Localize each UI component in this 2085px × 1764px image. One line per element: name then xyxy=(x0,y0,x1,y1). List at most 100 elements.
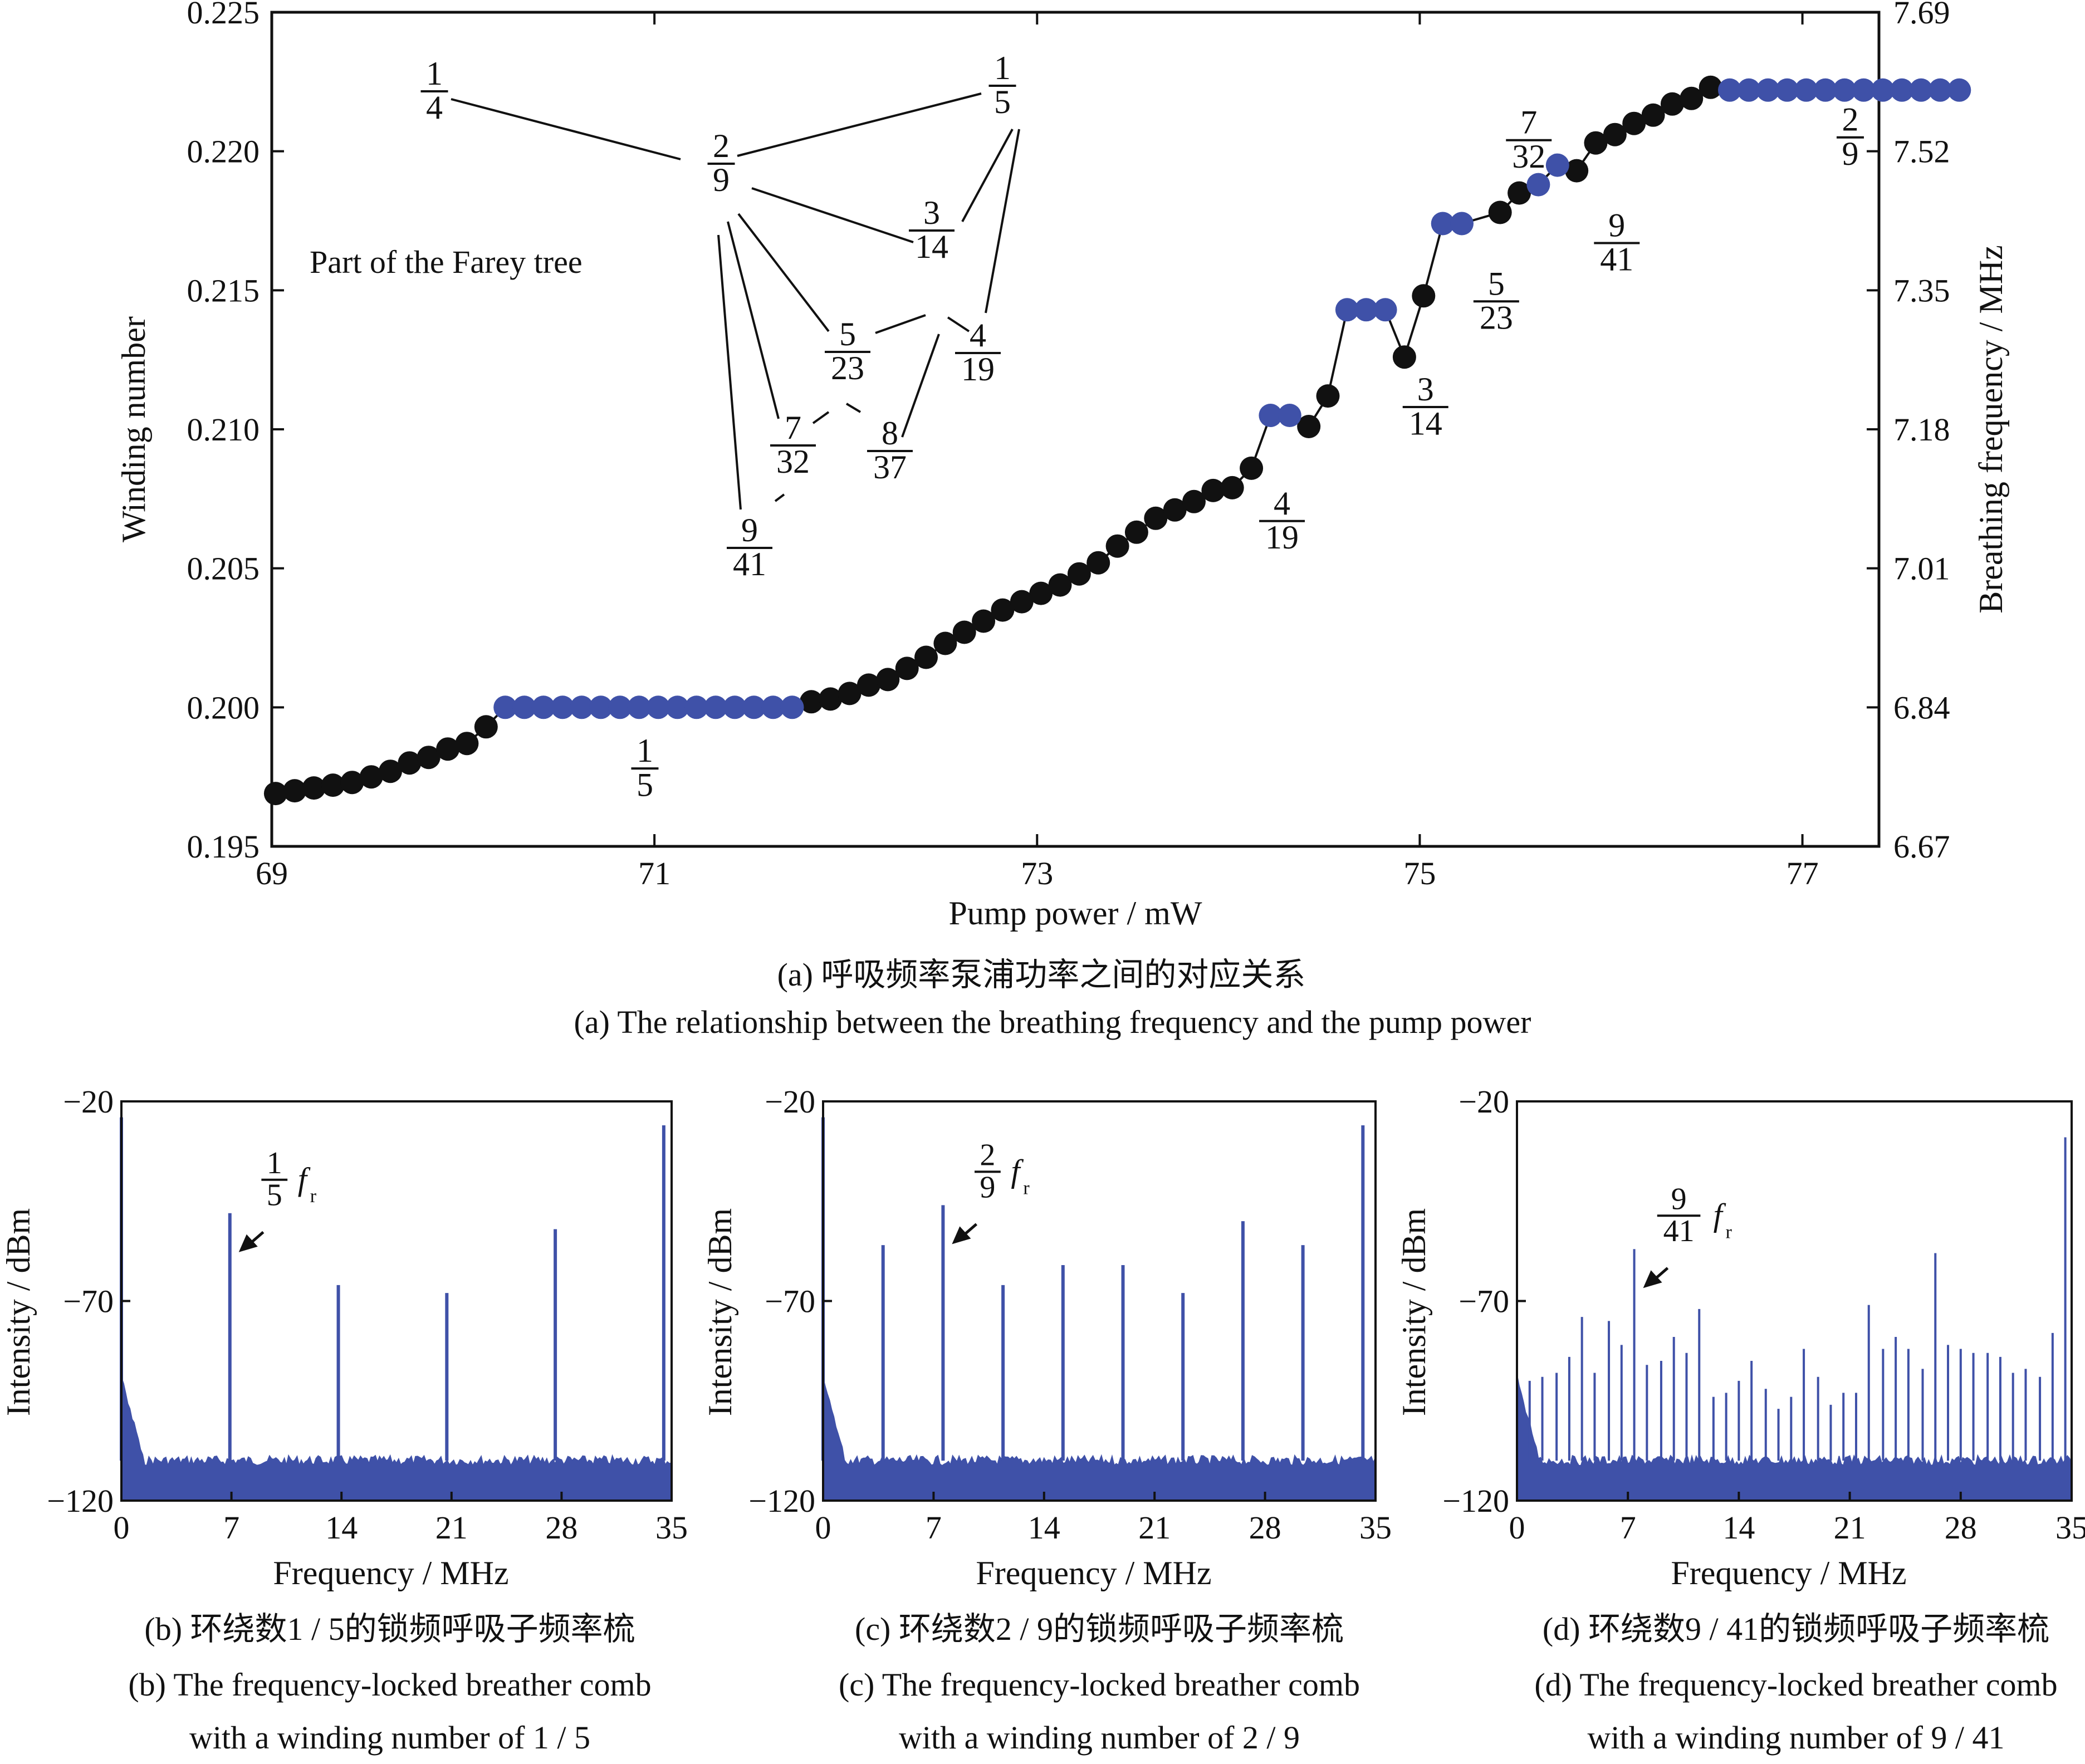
peak-arrowhead-b xyxy=(238,1234,258,1252)
data-point-s0-22 xyxy=(991,598,1015,622)
data-point-s1-15 xyxy=(780,695,804,719)
data-point-s1-17 xyxy=(1278,404,1301,427)
data-point-s0-13 xyxy=(819,687,843,711)
data-point-s0-46 xyxy=(1641,103,1665,127)
data-point-s1-12 xyxy=(723,695,747,719)
plateau-label-7-32-numerator: 7 xyxy=(1520,104,1537,141)
panel-b: 0 7 14 21 28 35 −20 −70 −120 Frequency / MHz Inten… xyxy=(0,1084,688,1756)
x-tick-label-d: 21 xyxy=(1834,1510,1866,1546)
x-tick-label-b: 35 xyxy=(655,1510,688,1546)
y2-axis-label-a: Breathing frequency / MHz xyxy=(1973,245,2009,613)
x-tick-label-d: 35 xyxy=(2055,1510,2085,1546)
y-tick-label-d: −70 xyxy=(1458,1283,1509,1320)
caption-d-en1: (d) The frequency-locked breather comb xyxy=(1534,1667,2057,1703)
y-axis-label-a: Winding number xyxy=(115,316,152,542)
farey-node-1-4-denominator: 4 xyxy=(426,89,443,126)
x-tick-label-c: 35 xyxy=(1359,1510,1392,1546)
plateau-label-3-14-numerator: 3 xyxy=(1417,371,1434,408)
data-point-s0-31 xyxy=(1163,498,1187,522)
caption-b-en1: (b) The frequency-locked breather comb xyxy=(128,1667,651,1703)
peak-sub-c: r xyxy=(1023,1178,1030,1198)
noise-floor-d xyxy=(1516,1375,2072,1501)
data-point-s0-12 xyxy=(799,690,823,714)
data-point-s1-25 xyxy=(1718,78,1741,102)
farey-node-2-9-numerator: 2 xyxy=(713,128,730,164)
peak-sub-b: r xyxy=(310,1186,317,1207)
data-point-s0-43 xyxy=(1584,131,1608,155)
y-axis-label-c: Intensity / dBm xyxy=(702,1208,738,1416)
plateau-label-2-9-numerator: 2 xyxy=(1842,101,1858,138)
y-tick-label-a: 0.225 xyxy=(187,0,260,31)
y2-tick-label-a: 7.52 xyxy=(1893,134,1950,170)
data-point-s1-5 xyxy=(589,695,613,719)
data-point-s0-14 xyxy=(838,682,862,705)
data-point-s0-40 xyxy=(1488,200,1512,224)
data-point-s0-18 xyxy=(914,645,938,669)
x-tick-label-d: 14 xyxy=(1722,1510,1755,1546)
peak-fraction-b: 15 xyxy=(261,1146,288,1213)
data-point-s1-11 xyxy=(704,695,728,719)
peak-var-b: f xyxy=(298,1161,311,1197)
x-tick-label-a: 73 xyxy=(1021,855,1053,891)
farey-tree-edges xyxy=(451,92,1020,510)
data-point-s1-18 xyxy=(1335,298,1359,322)
y-tick-label-b: −120 xyxy=(47,1483,114,1519)
farey-node-8-37-numerator: 8 xyxy=(882,415,898,452)
y-axis-label-b: Intensity / dBm xyxy=(0,1208,37,1416)
farey-node-1-5-numerator: 1 xyxy=(994,50,1011,86)
data-point-s1-35 xyxy=(1909,78,1933,102)
panel-d: 0 7 14 21 28 35 −20 −70 −120 Frequency / MHz Inten… xyxy=(1396,1084,2085,1756)
data-point-s1-34 xyxy=(1890,78,1914,102)
farey-node-7-32-numerator: 7 xyxy=(785,409,801,446)
data-point-s1-4 xyxy=(570,695,594,719)
x-tick-label-a: 69 xyxy=(256,855,288,891)
data-point-s1-31 xyxy=(1833,78,1857,102)
y-tick-label-b: −70 xyxy=(63,1283,114,1320)
plateau-label-1-5-denominator: 5 xyxy=(637,766,653,803)
peak-fraction-c-denominator: 9 xyxy=(980,1170,995,1204)
plateau-label-9-41-numerator: 9 xyxy=(1608,207,1625,243)
data-point-s0-47 xyxy=(1660,92,1684,116)
data-point-s0-3 xyxy=(321,773,345,797)
plateau-label-1-5: 15 xyxy=(631,732,659,803)
plot-frame-b xyxy=(120,1100,673,1502)
x-tick-label-c: 28 xyxy=(1249,1510,1281,1546)
plateau-label-2-9-denominator: 9 xyxy=(1842,135,1858,172)
data-point-s0-37 xyxy=(1316,384,1340,408)
data-point-s0-42 xyxy=(1565,159,1589,183)
plateau-label-2-9: 29 xyxy=(1836,101,1864,172)
farey-node-4-19-denominator: 19 xyxy=(961,351,995,388)
data-point-s0-6 xyxy=(379,759,402,783)
data-point-s1-21 xyxy=(1431,212,1455,236)
data-point-s0-36 xyxy=(1297,415,1321,438)
y-tick-label-d: −120 xyxy=(1442,1483,1509,1519)
data-point-s1-7 xyxy=(627,695,651,719)
peak-fraction-b-numerator: 1 xyxy=(267,1146,282,1180)
x-axis-label-b: Frequency / MHz xyxy=(273,1555,508,1591)
data-point-s1-3 xyxy=(551,695,575,719)
data-point-s1-32 xyxy=(1852,78,1876,102)
peak-label-c: 29 f r xyxy=(975,1138,1030,1204)
data-point-s0-29 xyxy=(1124,520,1148,544)
data-point-s1-9 xyxy=(665,695,689,719)
x-tick-label-c: 0 xyxy=(815,1510,831,1546)
data-point-s1-8 xyxy=(647,695,670,719)
y2-tick-label-a: 7.01 xyxy=(1893,551,1950,587)
winding-number-series xyxy=(263,75,1971,806)
data-point-s1-2 xyxy=(531,695,555,719)
data-point-s0-11 xyxy=(474,715,498,739)
plot-frame-a xyxy=(270,11,1881,848)
data-point-s0-35 xyxy=(1240,456,1264,480)
data-point-s0-30 xyxy=(1144,506,1168,530)
y-tick-label-c: −120 xyxy=(748,1483,815,1519)
data-point-s1-1 xyxy=(512,695,536,719)
data-point-s1-30 xyxy=(1813,78,1837,102)
data-point-s1-23 xyxy=(1526,173,1550,197)
farey-node-7-32-denominator: 32 xyxy=(776,443,810,480)
caption-c-en2: with a winding number of 2 / 9 xyxy=(899,1719,1300,1756)
caption-b-en2: with a winding number of 1 / 5 xyxy=(189,1719,590,1756)
farey-node-1-5: 15 xyxy=(988,50,1016,120)
data-point-s0-16 xyxy=(876,668,900,692)
